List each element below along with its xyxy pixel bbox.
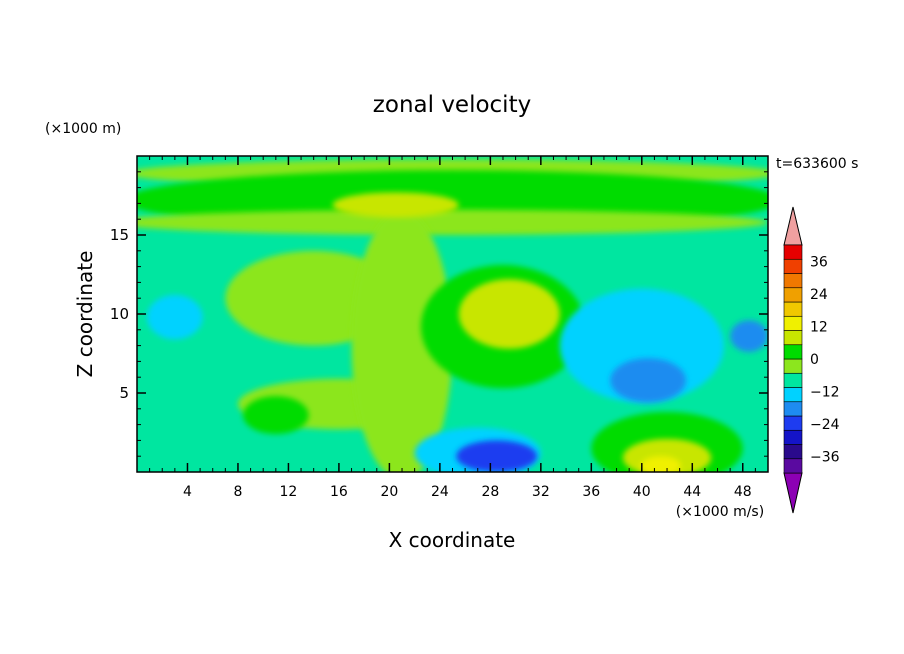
contour-field: [137, 156, 768, 472]
colorbar-tick-label: −24: [810, 417, 840, 433]
contour-lower-neg-max: [610, 358, 686, 403]
x-tick-label: 28: [481, 484, 499, 500]
colorbar-segment: [783, 444, 803, 460]
x-tick-label: 20: [380, 484, 398, 500]
time-label: t=633600 s: [776, 156, 858, 172]
x-tick-label: 48: [734, 484, 752, 500]
x-tick-label: 36: [582, 484, 600, 500]
colorbar-segment: [783, 458, 803, 474]
colorbar-tick-label: −36: [810, 450, 840, 466]
contour-bottom-neg-max: [456, 440, 538, 472]
x-tick-label: 40: [633, 484, 651, 500]
contour-upper-max: [332, 192, 459, 218]
colorbar-segment: [783, 344, 803, 360]
contour-diagonal-band: [351, 211, 453, 472]
y-tick-label: 15: [110, 226, 129, 244]
x-axis-label: X coordinate: [389, 528, 516, 552]
colorbar-tick-label: 24: [810, 287, 828, 303]
colorbar-tick-label: −12: [810, 385, 840, 401]
chart-title: zonal velocity: [373, 92, 531, 118]
colorbar-segment: [783, 273, 803, 289]
colorbar-segment: [783, 330, 803, 346]
contour-left-low-max: [243, 396, 309, 435]
colorbar-segment: [783, 387, 803, 403]
x-tick-label: 4: [183, 484, 192, 500]
y-unit-label: (×1000 m): [45, 121, 121, 137]
x-tick-label: 32: [532, 484, 550, 500]
colorbar-segment: [783, 287, 803, 303]
contour-left-neg: [147, 295, 203, 340]
x-tick-label: 24: [431, 484, 449, 500]
colorbar-segment: [783, 315, 803, 331]
x-tick-label: 44: [683, 484, 701, 500]
x-axis: 4 8 12 16 20 24 28 32 36 40 44 48: [149, 156, 756, 500]
contour-bottom-pos-core: [640, 456, 681, 472]
x-tick-label: 8: [233, 484, 242, 500]
y-tick-label: 5: [119, 384, 129, 402]
colorbar-segment: [783, 415, 803, 431]
colorbar-segment: [783, 301, 803, 317]
contour-mid-pos-max: [458, 279, 560, 349]
y-tick-label: 10: [110, 305, 129, 323]
colorbar: 36 24 12 0 −12 −24 −36: [783, 206, 840, 514]
colorbar-tick-label: 0: [810, 352, 819, 368]
colorbar-segment: [783, 429, 803, 445]
contour-upper-right-neg: [730, 320, 768, 352]
colorbar-segment: [783, 244, 803, 260]
colorbar-segment: [783, 372, 803, 388]
colorbar-segment: [783, 401, 803, 417]
x-unit-label: (×1000 m/s): [676, 504, 764, 520]
contour-band-lower: [137, 209, 768, 235]
x-tick-label: 16: [330, 484, 348, 500]
colorbar-under-arrow: [783, 472, 803, 514]
x-tick-label: 12: [280, 484, 298, 500]
y-axis: 5 10 15: [110, 171, 768, 457]
colorbar-tick-label: 12: [810, 319, 828, 335]
y-axis-label: Z coordinate: [73, 251, 97, 378]
colorbar-over-arrow: [783, 206, 803, 246]
colorbar-tick-label: 36: [810, 254, 828, 270]
colorbar-segment: [783, 258, 803, 274]
colorbar-segment: [783, 358, 803, 374]
